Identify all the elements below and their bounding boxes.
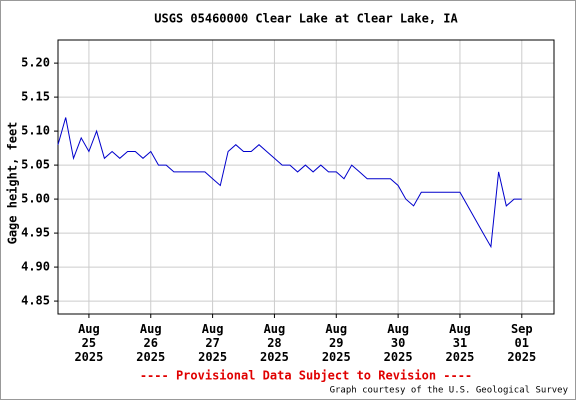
- y-axis-label: Gage height, feet: [6, 122, 20, 245]
- x-tick-label: Aug 27 2025: [198, 322, 228, 364]
- y-tick-label: 5.10: [21, 124, 50, 138]
- x-tick-label: Sep 01 2025: [507, 322, 537, 364]
- y-tick-label: 4.85: [21, 294, 50, 308]
- y-tick-label: 4.90: [21, 260, 50, 274]
- x-tick-label: Aug 29 2025: [321, 322, 351, 364]
- x-tick-label: Aug 31 2025: [445, 322, 475, 364]
- y-tick-label: 5.00: [21, 192, 50, 206]
- plot-border: [57, 39, 555, 315]
- x-tick-label: Aug 28 2025: [259, 322, 289, 364]
- y-tick-label: 5.05: [21, 158, 50, 172]
- chart-title: USGS 05460000 Clear Lake at Clear Lake, …: [154, 12, 458, 26]
- x-tick-label: Aug 30 2025: [383, 322, 413, 364]
- y-tick-label: 4.95: [21, 226, 50, 240]
- x-tick-label: Aug 26 2025: [136, 322, 166, 364]
- y-tick-label: 5.20: [21, 56, 50, 70]
- credit: Graph courtesy of the U.S. Geological Su…: [330, 386, 569, 396]
- provisional-note: ---- Provisional Data Subject to Revisio…: [140, 369, 472, 383]
- data-line: [57, 117, 522, 249]
- y-tick-label: 5.15: [21, 90, 50, 104]
- x-tick-label: Aug 25 2025: [74, 322, 104, 364]
